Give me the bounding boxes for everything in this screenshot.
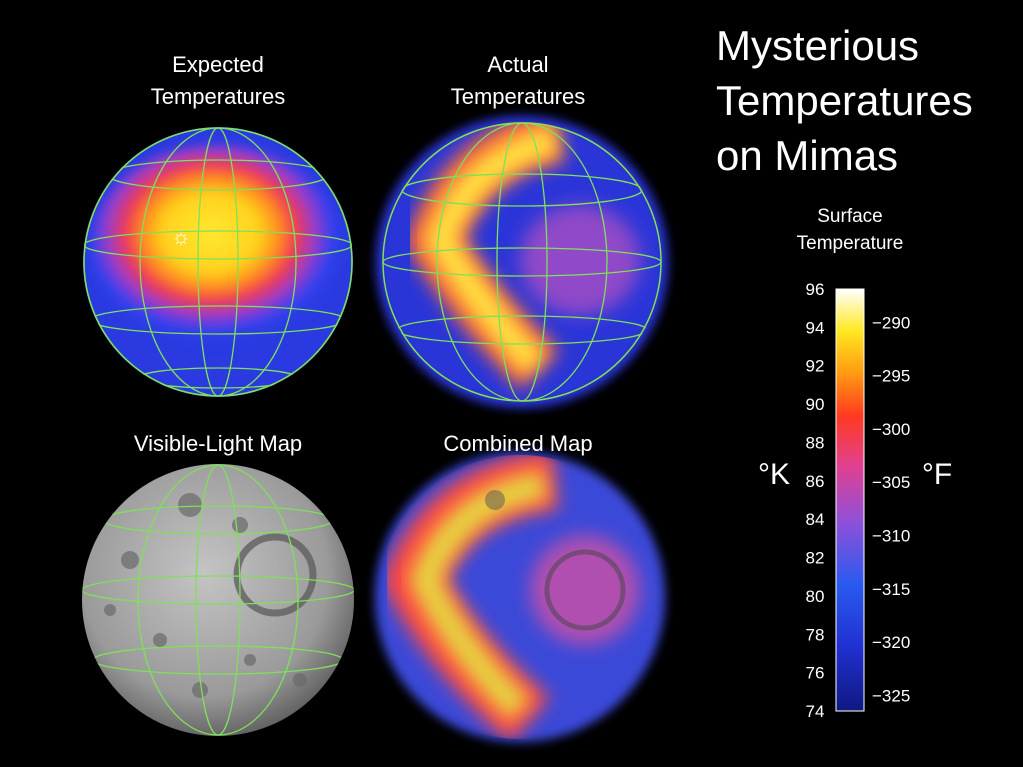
panel-label: Visible-Light Map bbox=[134, 431, 302, 456]
panel-label: Temperatures bbox=[151, 84, 286, 109]
unit-label: °F bbox=[922, 458, 952, 491]
panel-label: Actual bbox=[487, 52, 548, 77]
colorbar-title: Surface bbox=[817, 206, 882, 227]
panel-label: Expected bbox=[172, 52, 264, 77]
left-tick-label: 76 bbox=[806, 664, 825, 683]
right-tick-label: −300 bbox=[872, 420, 910, 439]
colorbar bbox=[835, 288, 865, 712]
title-line: Mysterious bbox=[716, 22, 919, 69]
right-tick-label: −305 bbox=[872, 473, 910, 492]
actual-sphere bbox=[376, 116, 668, 408]
left-tick-label: 94 bbox=[806, 318, 825, 337]
visible-sphere bbox=[82, 464, 354, 736]
left-tick-label: 84 bbox=[806, 510, 825, 529]
panel-label: Combined Map bbox=[443, 431, 592, 456]
right-tick-label: −310 bbox=[872, 526, 910, 545]
right-tick-label: −320 bbox=[872, 633, 910, 652]
left-tick-label: 74 bbox=[806, 702, 825, 721]
svg-text:☼: ☼ bbox=[171, 224, 191, 249]
combined-sphere bbox=[375, 452, 665, 742]
title-line: Temperatures bbox=[716, 77, 973, 124]
left-tick-label: 88 bbox=[806, 433, 825, 452]
right-tick-label: −325 bbox=[872, 686, 910, 705]
colorbar-title: Temperature bbox=[797, 233, 904, 254]
unit-label: °K bbox=[758, 458, 790, 491]
left-tick-label: 92 bbox=[806, 357, 825, 376]
right-tick-label: −315 bbox=[872, 580, 910, 599]
left-tick-label: 82 bbox=[806, 549, 825, 568]
left-tick-label: 96 bbox=[806, 280, 825, 299]
title-line: on Mimas bbox=[716, 132, 898, 179]
panel-label: Temperatures bbox=[451, 84, 586, 109]
expected-sphere: ☼ bbox=[83, 127, 353, 397]
right-tick-label: −290 bbox=[872, 313, 910, 332]
left-tick-label: 86 bbox=[806, 472, 825, 491]
colorbar-ticks: 74 76 78 80 82 84 86 88 90 92 94 96 −325 −320 −315 −310… bbox=[806, 280, 911, 721]
right-tick-label: −295 bbox=[872, 367, 910, 386]
left-tick-label: 78 bbox=[806, 625, 825, 644]
left-tick-label: 80 bbox=[806, 587, 825, 606]
left-tick-label: 90 bbox=[806, 395, 825, 414]
